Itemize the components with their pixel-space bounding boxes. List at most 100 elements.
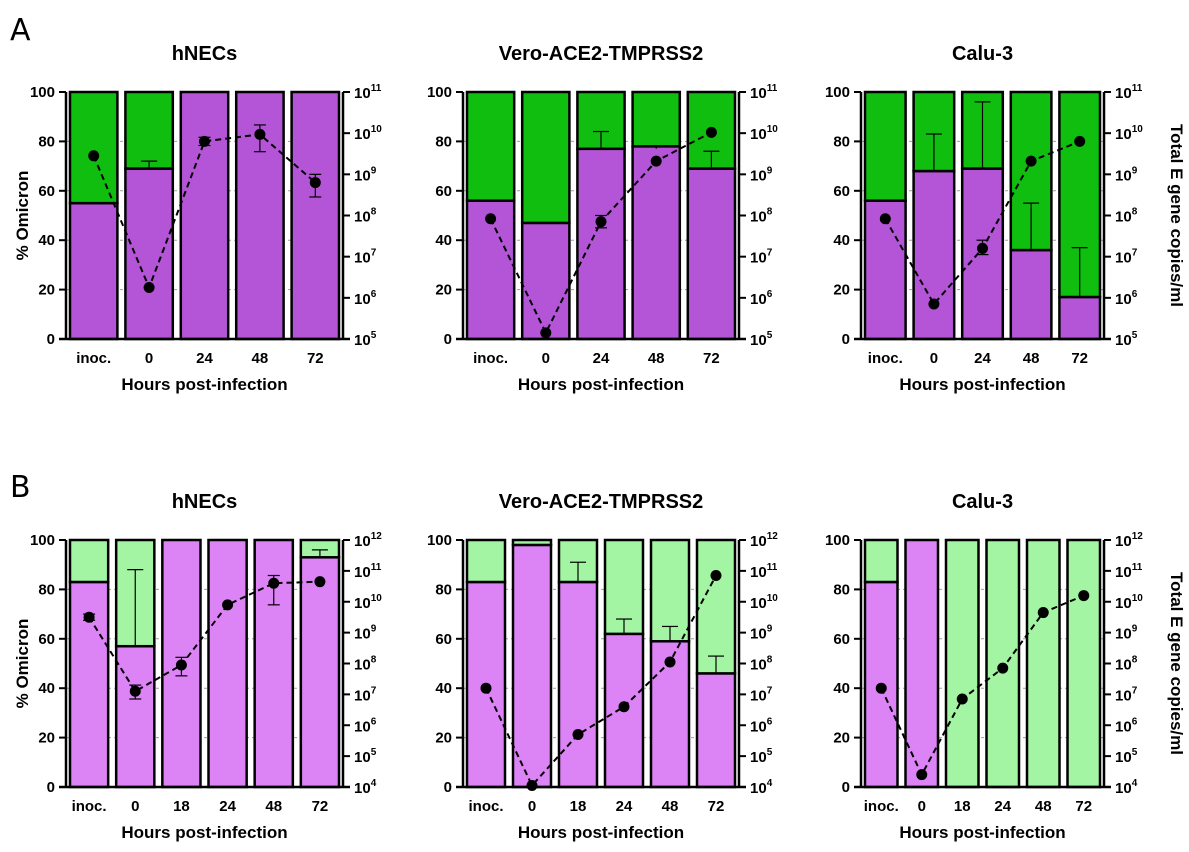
y2-tick-label: 105 [1115,330,1138,349]
bar-other [603,538,645,636]
x-tick-label: inoc. [864,798,899,815]
copies-point [480,682,492,694]
y-tick-label: 100 [825,532,850,549]
y2-tick-label: 1010 [354,593,382,612]
y2-tick-label: 109 [1115,624,1138,643]
y2-tick-label: 105 [750,747,773,766]
panel-letter-a: A [10,13,31,48]
y2-tick-label: 109 [354,165,377,184]
x-tick-label: 0 [542,350,550,367]
bar-omicron [511,543,553,789]
copies-point [1025,155,1037,167]
y2-tick-label: 107 [750,248,773,267]
copies-point [1037,607,1049,619]
x-tick-label: 24 [593,350,610,367]
bar-other [944,538,980,789]
y-tick-label: 80 [833,133,850,150]
y-tick-label: 0 [444,331,452,348]
x-axis-title: Hours post-infection [518,375,684,394]
chart-b-1: hNECs 0 20 40 60 80 100 104 105 106 107 108 109 1010 1… [13,491,382,842]
y2-axis-title: Total E gene copies/ml [1167,124,1186,307]
bar-omicron [686,167,737,341]
copies-point [875,682,887,694]
y2-tick-label: 1011 [1115,83,1143,102]
bar-omicron [68,201,119,341]
y2-tick-label: 1012 [1115,531,1143,550]
x-tick-label: 0 [145,350,153,367]
copies-line [92,133,316,291]
x-tick-label: 24 [974,350,991,367]
y2-tick-label: 109 [750,624,773,643]
bar-omicron [124,167,175,341]
x-tick-label: 18 [954,798,971,815]
y-tick-label: 80 [435,133,452,150]
y-tick-label: 100 [427,532,452,549]
copies-point [916,769,928,781]
y-tick-label: 20 [435,282,452,299]
y-axis-title: % Omicron [13,619,32,709]
y2-tick-label: 108 [354,207,377,226]
y2-tick-label: 1011 [750,562,778,581]
y-tick-label: 60 [435,183,452,200]
copies-point [705,126,717,138]
x-tick-label: 0 [918,798,926,815]
y-tick-label: 80 [833,581,850,598]
y2-tick-label: 109 [750,165,773,184]
bar-other [1066,538,1102,789]
bar-omicron [520,221,571,341]
chart-a-1: hNECs 0 20 40 60 80 100 105 106 107 108 109 1010 1011… [13,43,382,394]
bar-other [863,538,899,584]
bar-other [465,90,516,202]
copies-point [879,213,891,225]
y-tick-label: 100 [427,84,452,101]
bar-other [649,538,691,643]
copies-point [710,570,722,582]
copies-point [572,729,584,741]
y2-tick-label: 1010 [750,593,778,612]
y2-tick-label: 1011 [354,83,382,102]
bar-omicron [1009,248,1053,341]
chart-title: Vero-ACE2-TMPRSS2 [499,43,704,65]
bar-other [631,90,682,148]
x-tick-label: 0 [131,798,139,815]
x-tick-label: 72 [312,798,329,815]
x-tick-label: 72 [1075,798,1092,815]
x-axis-title: Hours post-infection [899,823,1065,842]
x-tick-label: 72 [708,798,725,815]
copies-point [997,662,1009,674]
y-tick-label: 40 [833,680,850,697]
x-tick-label: 0 [528,798,536,815]
y2-tick-label: 109 [354,624,377,643]
y2-tick-label: 105 [1115,747,1138,766]
bar-omicron [179,90,230,341]
bar-omicron [299,556,341,789]
x-tick-label: 72 [703,350,720,367]
x-tick-label: 24 [196,350,213,367]
bar-other [695,538,737,675]
chart-b-3: Calu-3 0 20 40 60 80 100 104 105 106 107 108 109 1010… [825,491,1186,842]
bar-omicron [695,672,737,789]
x-tick-label: inoc. [868,350,903,367]
y2-tick-label: 1010 [1115,593,1143,612]
bar-other [520,90,571,225]
chart-title: Calu-3 [952,43,1013,65]
x-tick-label: 24 [994,798,1011,815]
copies-point [977,242,988,254]
x-tick-label: 48 [252,350,269,367]
y2-tick-label: 108 [1115,207,1138,226]
bar-other [68,538,110,584]
y2-tick-label: 107 [354,685,377,704]
bar-omicron [207,538,248,789]
bar-other [465,538,507,584]
chart-title: Vero-ACE2-TMPRSS2 [499,491,704,513]
y2-tick-label: 108 [1115,655,1138,674]
x-tick-label: 24 [219,798,236,815]
copies-point [1078,590,1090,602]
y2-tick-label: 106 [750,716,773,735]
y2-tick-label: 1012 [354,531,382,550]
y-tick-label: 0 [842,779,850,796]
y-tick-label: 40 [38,680,55,697]
y2-tick-label: 107 [354,248,377,267]
y2-tick-label: 1010 [354,124,382,143]
